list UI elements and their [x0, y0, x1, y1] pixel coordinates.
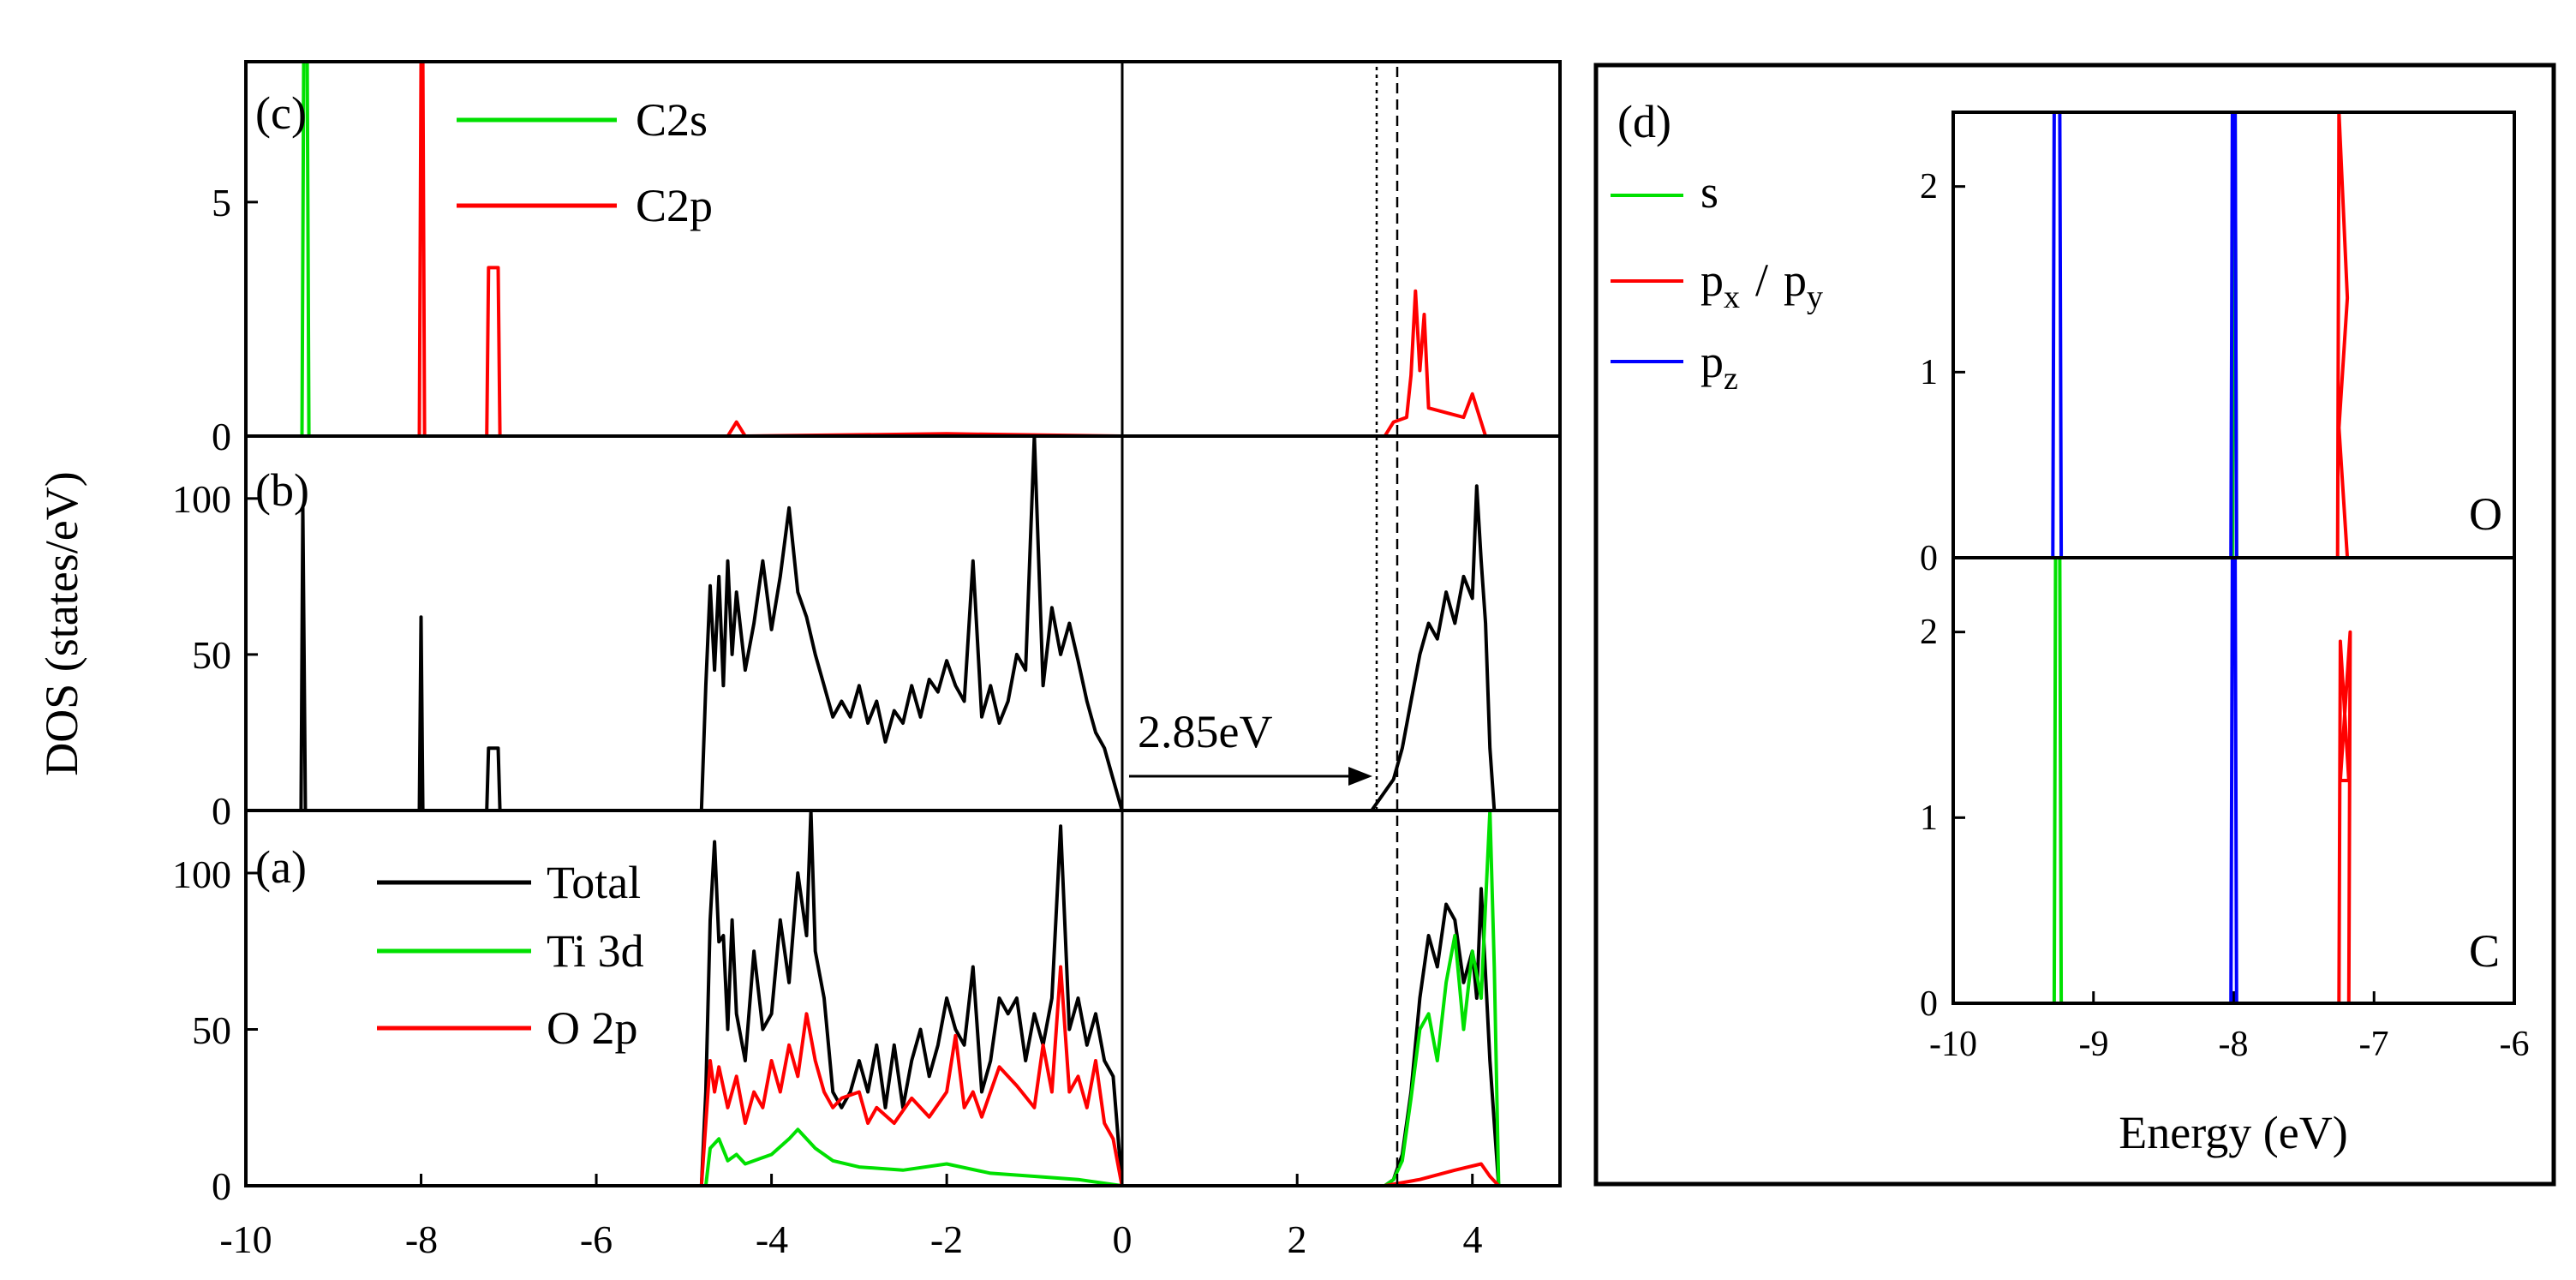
inset-y-tick-label: 2	[1920, 613, 1938, 652]
panel-d-border	[1593, 63, 2556, 1187]
series-pz-line	[1953, 556, 2514, 1005]
inset-x-tick-label: -7	[2359, 1025, 2389, 1064]
series-c2p-line	[246, 60, 1488, 438]
legend-c2s-label: C2s	[636, 94, 708, 146]
series-px-py-line	[1953, 630, 2514, 1005]
subplot-label-o: O	[2469, 488, 2502, 540]
y-tick-label: 0	[212, 1164, 231, 1208]
y-tick-label: 0	[212, 789, 231, 833]
left-plot-frame	[244, 60, 1562, 1187]
y-axis-label: DOS (states/eV)	[36, 471, 87, 775]
y-tick-label: 100	[172, 852, 231, 896]
panel-label-b: (b)	[255, 464, 309, 516]
legend-total-label: Total	[547, 857, 641, 908]
inset-y-tick-label: 1	[1920, 353, 1938, 392]
x-axis-label-energy: Energy (eV)	[2119, 1107, 2347, 1158]
y-tick-labels: 0 5 0 50 100 0 50 100	[172, 181, 231, 1208]
subplot-label-c: C	[2469, 925, 2500, 977]
inset-y-tick-label: 0	[1920, 984, 1938, 1024]
panel-label-c: (c)	[255, 87, 307, 139]
inset-x-tick-label: -10	[1929, 1025, 1977, 1064]
x-tick-label: 4	[1463, 1217, 1483, 1261]
inset-y-tick-label: 1	[1920, 799, 1938, 838]
y-tick-label: 100	[172, 477, 231, 521]
band-gap-arrowhead	[1348, 767, 1372, 786]
inset-x-tick-label: -8	[2219, 1025, 2249, 1064]
x-tick-label: -10	[219, 1217, 272, 1261]
x-tick-label: -8	[405, 1217, 438, 1261]
legend-pz-label: pz	[1700, 336, 1738, 397]
x-tick-label: -2	[930, 1217, 963, 1261]
legend-ti3d-label: Ti 3d	[547, 925, 644, 977]
inset-y-tick-label: 2	[1920, 167, 1938, 206]
legend-o2p-label: O 2p	[547, 1002, 638, 1054]
series-total-line	[246, 809, 1560, 1187]
series-o-2p-line	[246, 965, 1560, 1187]
legend-pz-p: p	[1700, 336, 1724, 387]
inset-y-tick-label: 0	[1920, 539, 1938, 578]
x-tick-labels: -10 -8 -6 -4 -2 0 2 4	[219, 1217, 1482, 1261]
legend-pxpy-p: p	[1700, 254, 1724, 306]
y-tick-label: 0	[212, 415, 231, 458]
series-ti-3d-line	[246, 809, 1560, 1187]
legend-s-label: s	[1700, 166, 1718, 218]
legend-pxpy-label: px / py	[1700, 254, 1823, 315]
panel-label-d: (d)	[1617, 96, 1671, 147]
inset-x-tick-label: -6	[2500, 1025, 2530, 1064]
legend-c2p-label: C2p	[636, 180, 713, 231]
x-tick-label: 2	[1288, 1217, 1307, 1261]
inset-x-tick-label: -9	[2079, 1025, 2109, 1064]
x-tick-label: 0	[1113, 1217, 1133, 1261]
panel-label-a: (a)	[255, 841, 307, 893]
legend-pxpy-x-subscript: x	[1724, 279, 1740, 315]
band-gap-label: 2.85eV	[1138, 706, 1272, 757]
legend-pxpy-p2: p	[1784, 254, 1807, 306]
x-tick-label: -4	[756, 1217, 788, 1261]
inset-tick-labels: -10 -9 -8 -7 -6 0 1 2 0 1 2	[1920, 167, 2530, 1064]
legend-pz-z-subscript: z	[1724, 361, 1738, 397]
legend-pxpy-y-subscript: y	[1807, 279, 1823, 315]
y-tick-label: 50	[192, 633, 231, 677]
y-tick-label: 50	[192, 1008, 231, 1052]
y-tick-label: 5	[212, 181, 231, 224]
x-tick-label: -6	[580, 1217, 613, 1261]
series-total-line	[246, 434, 1560, 812]
legend-pxpy-slash: /	[1755, 254, 1768, 306]
